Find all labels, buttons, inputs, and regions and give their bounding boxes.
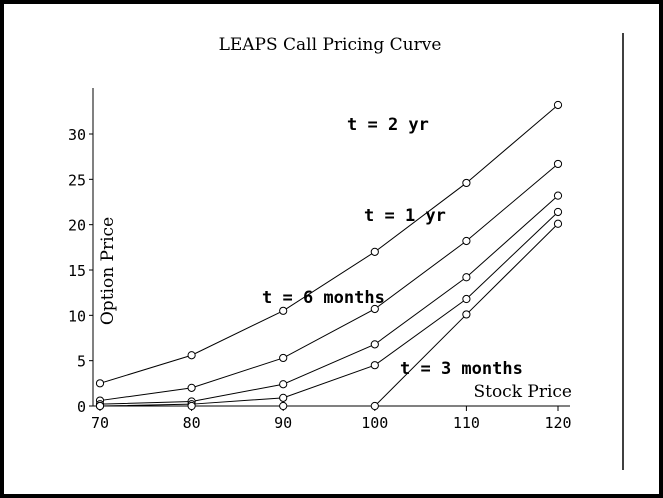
data-point-s1-p4: [462, 236, 471, 246]
data-point-s3-p2: [279, 393, 288, 402]
series-lines: [99, 104, 559, 407]
x-tick-label: 100: [361, 414, 388, 432]
data-point-s4-p5: [553, 219, 563, 228]
y-tick-label: 20: [68, 217, 86, 235]
data-point-s4-p1: [187, 401, 196, 411]
data-point-s0-p4: [462, 178, 471, 188]
y-axis-title: Option Price: [98, 217, 118, 325]
data-point-s4-p3: [370, 401, 379, 411]
annotation-1: t = 1 yr: [364, 206, 446, 226]
x-tick-label: 120: [544, 414, 571, 432]
data-point-s4-p4: [462, 310, 471, 319]
y-tick-label: 25: [68, 171, 86, 189]
data-point-s3-p5: [553, 207, 563, 217]
data-point-s0-p0: [95, 379, 105, 388]
y-tick-label: 0: [77, 398, 86, 416]
data-point-s4-p2: [279, 401, 288, 411]
data-point-s1-p2: [279, 353, 288, 363]
series-line-0: [99, 104, 559, 384]
data-point-s0-p1: [187, 351, 196, 360]
data-point-s1-p5: [553, 159, 563, 169]
y-tick-label: 5: [77, 353, 86, 371]
data-point-s0-p2: [279, 306, 288, 315]
data-point-s3-p4: [462, 294, 471, 304]
series-line-3: [99, 211, 559, 407]
annotation-3: t = 3 months: [400, 359, 523, 379]
x-tick-label: 80: [183, 414, 201, 432]
series-annotations: t = 2 yr t = 1 yr t = 6 months t = 3 months: [262, 115, 523, 379]
series-line-2: [99, 195, 559, 405]
y-tick-label: 30: [68, 126, 86, 144]
x-tick-label: 110: [453, 414, 480, 432]
data-point-s3-p3: [370, 361, 379, 370]
x-axis-title: Stock Price: [473, 382, 572, 402]
data-point-s1-p3: [370, 304, 379, 314]
y-tick-label: 10: [68, 307, 86, 325]
chart-title: LEAPS Call Pricing Curve: [219, 35, 442, 55]
annotation-2: t = 6 months: [262, 288, 385, 308]
series-markers: [95, 100, 563, 411]
axis-ticks: 0 5 10 15 20 25 30 70 80 90 100 110 120: [68, 126, 572, 432]
x-tick-label: 70: [91, 414, 109, 432]
data-point-s2-p2: [279, 380, 288, 389]
x-tick-label: 90: [274, 414, 292, 432]
annotation-0: t = 2 yr: [347, 115, 429, 135]
data-point-s0-p5: [553, 100, 563, 110]
series-line-1: [99, 163, 559, 402]
data-point-s2-p3: [370, 340, 379, 349]
data-point-s1-p1: [187, 383, 196, 392]
y-tick-label: 15: [68, 262, 86, 280]
data-point-s2-p5: [553, 191, 563, 200]
data-point-s0-p3: [370, 247, 379, 256]
data-point-s2-p4: [462, 273, 471, 282]
data-point-s4-p0: [95, 401, 105, 411]
series-line-4: [100, 223, 559, 407]
